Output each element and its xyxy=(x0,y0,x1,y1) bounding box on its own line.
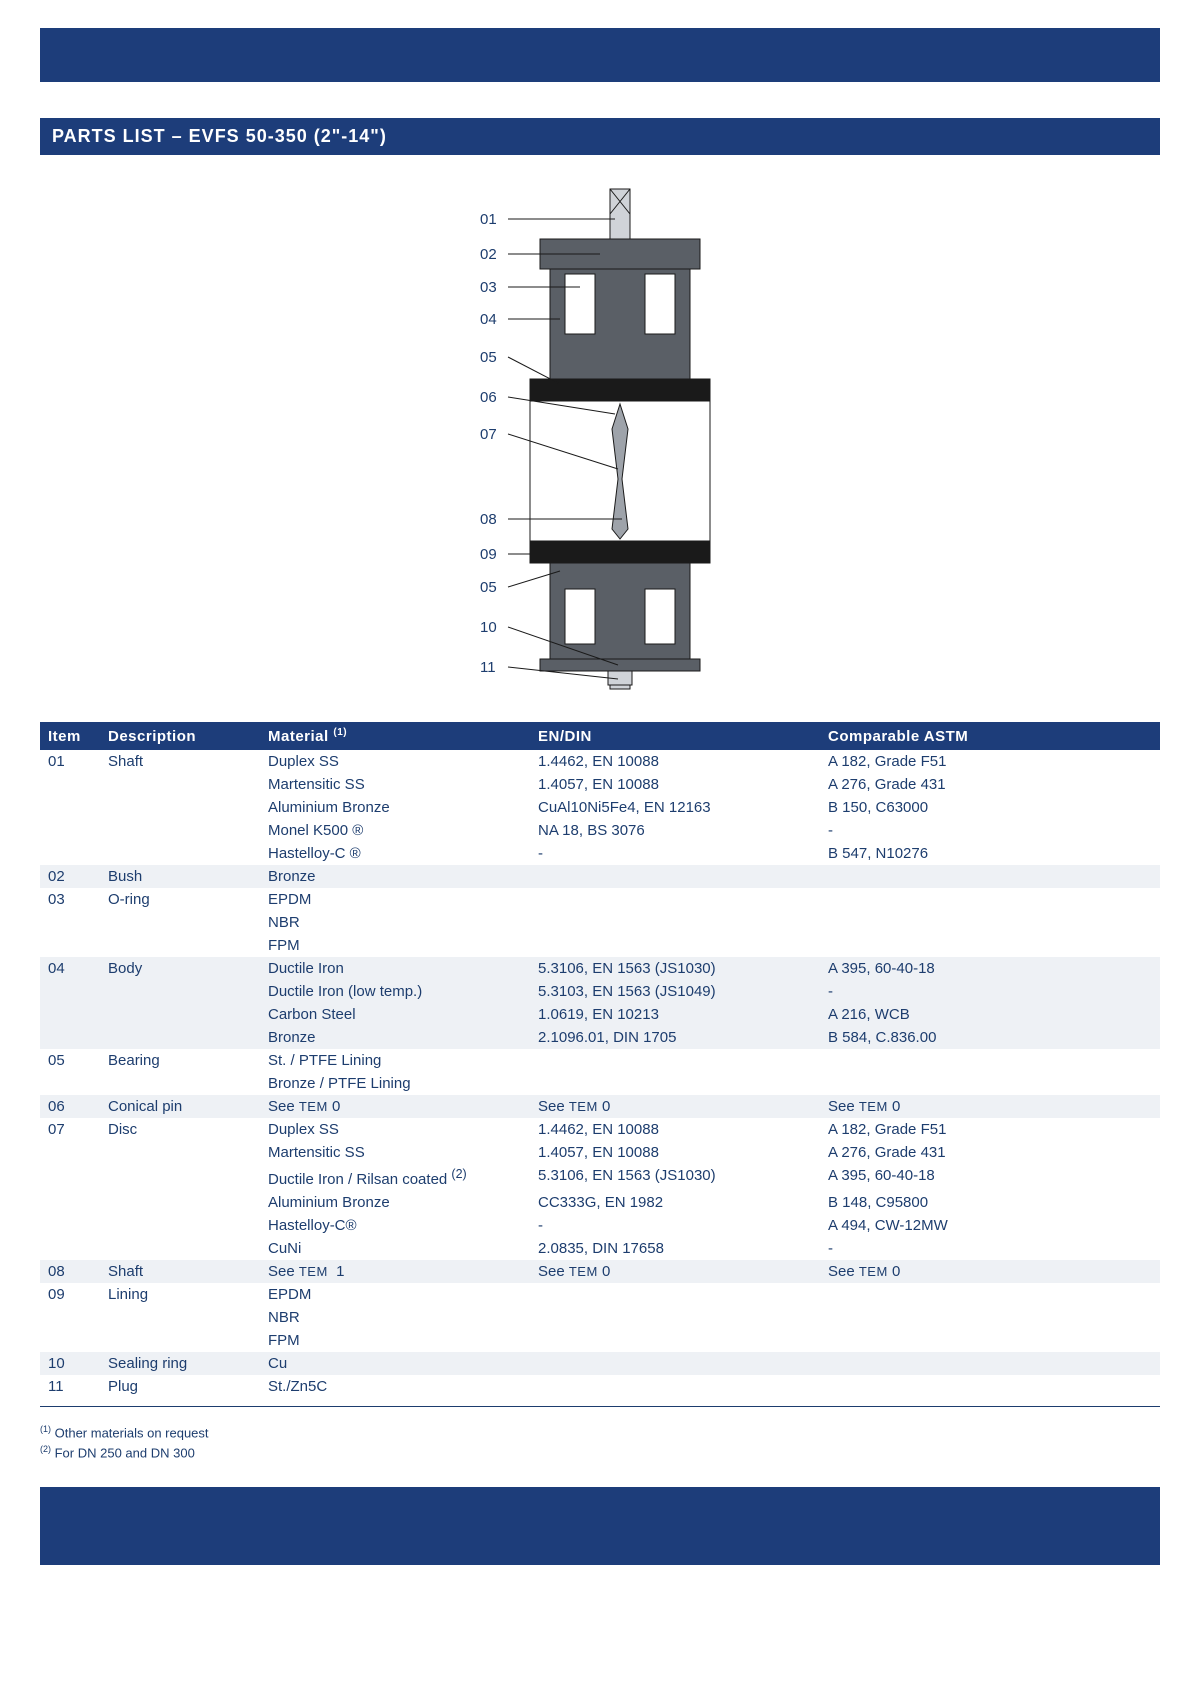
table-row: 04BodyDuctile Iron5.3106, EN 1563 (JS103… xyxy=(40,957,1160,980)
table-bottom-rule xyxy=(40,1406,1160,1407)
dia-label-10: 10 xyxy=(480,619,497,636)
col-astm: Comparable ASTM xyxy=(820,722,1160,750)
dia-label-11: 11 xyxy=(480,659,496,676)
table-row: 07DiscDuplex SS1.4462, EN 10088A 182, Gr… xyxy=(40,1118,1160,1141)
valve-diagram: 01 02 03 04 05 06 07 08 09 05 10 11 xyxy=(400,179,800,699)
table-row: Aluminium BronzeCuAl10Ni5Fe4, EN 12163B … xyxy=(40,796,1160,819)
table-row: Martensitic SS1.4057, EN 10088A 276, Gra… xyxy=(40,1141,1160,1164)
table-row: 03O-ringEPDM xyxy=(40,888,1160,911)
table-row: 11PlugSt./Zn5C xyxy=(40,1375,1160,1398)
table-row: 05BearingSt. / PTFE Lining xyxy=(40,1049,1160,1072)
table-row: Ductile Iron / Rilsan coated (2)5.3106, … xyxy=(40,1164,1160,1191)
table-row: Bronze / PTFE Lining xyxy=(40,1072,1160,1095)
dia-label-01: 01 xyxy=(480,211,497,228)
table-row: Ductile Iron (low temp.)5.3103, EN 1563 … xyxy=(40,980,1160,1003)
table-row: Hastelloy-C®-A 494, CW-12MW xyxy=(40,1214,1160,1237)
col-en: EN/DIN xyxy=(530,722,820,750)
dia-label-06: 06 xyxy=(480,389,497,406)
table-row: CuNi2.0835, DIN 17658- xyxy=(40,1237,1160,1260)
table-row: 09LiningEPDM xyxy=(40,1283,1160,1306)
table-row: 01ShaftDuplex SS1.4462, EN 10088A 182, G… xyxy=(40,750,1160,773)
table-row: Carbon Steel1.0619, EN 10213A 216, WCB xyxy=(40,1003,1160,1026)
col-mat: Material (1) xyxy=(260,722,530,750)
table-row: NBR xyxy=(40,1306,1160,1329)
dia-label-05a: 05 xyxy=(480,349,497,366)
dia-label-04: 04 xyxy=(480,311,497,328)
footnotes: (1) Other materials on request (2) For D… xyxy=(40,1423,1160,1463)
dia-label-03: 03 xyxy=(480,279,497,296)
dia-label-02: 02 xyxy=(480,246,497,263)
table-row: NBR xyxy=(40,911,1160,934)
dia-label-07: 07 xyxy=(480,426,497,443)
table-row: FPM xyxy=(40,1329,1160,1352)
table-row: 10Sealing ringCu xyxy=(40,1352,1160,1375)
table-row: Hastelloy-C ®-B 547, N10276 xyxy=(40,842,1160,865)
top-brand-bar xyxy=(40,28,1160,82)
col-desc: Description xyxy=(100,722,260,750)
bottom-brand-bar xyxy=(40,1487,1160,1565)
table-row: 06Conical pinSee TEM 0See TEM 0See TEM 0 xyxy=(40,1095,1160,1118)
table-row: Martensitic SS1.4057, EN 10088A 276, Gra… xyxy=(40,773,1160,796)
table-row: Monel K500 ®NA 18, BS 3076- xyxy=(40,819,1160,842)
page-title: PARTS LIST – EVFS 50-350 (2"-14") xyxy=(40,118,1160,155)
table-row: 08ShaftSee TEM 1See TEM 0See TEM 0 xyxy=(40,1260,1160,1283)
dia-label-05b: 05 xyxy=(480,579,497,596)
table-row: Aluminium BronzeCC333G, EN 1982B 148, C9… xyxy=(40,1191,1160,1214)
dia-label-08: 08 xyxy=(480,511,497,528)
table-row: FPM xyxy=(40,934,1160,957)
table-row: Bronze2.1096.01, DIN 1705B 584, C.836.00 xyxy=(40,1026,1160,1049)
col-item: Item xyxy=(40,722,100,750)
dia-label-09: 09 xyxy=(480,546,497,563)
parts-table: Item Description Material (1) EN/DIN Com… xyxy=(40,722,1160,1398)
diagram-container: 01 02 03 04 05 06 07 08 09 05 10 11 xyxy=(0,179,1200,704)
table-row: 02BushBronze xyxy=(40,865,1160,888)
